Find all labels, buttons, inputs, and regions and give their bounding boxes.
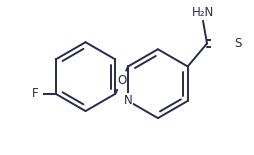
Text: F: F — [31, 87, 38, 100]
Text: H₂N: H₂N — [192, 6, 214, 19]
Text: O: O — [117, 74, 126, 87]
Text: N: N — [124, 94, 132, 107]
Text: S: S — [234, 37, 242, 50]
